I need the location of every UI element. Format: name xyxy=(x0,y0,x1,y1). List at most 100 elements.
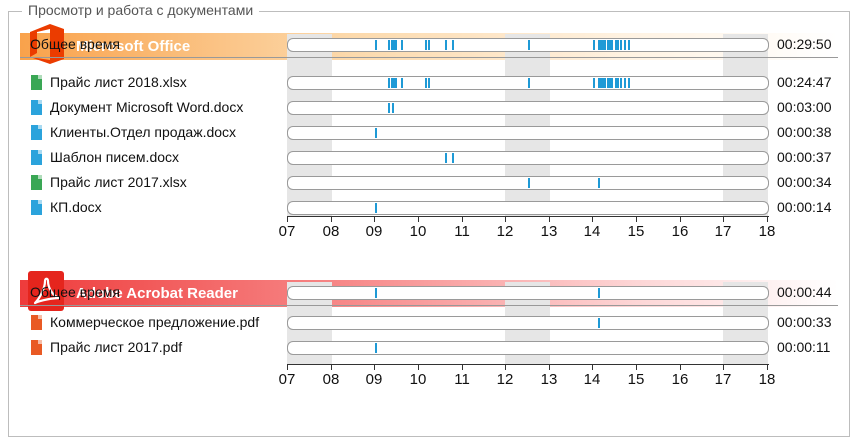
file-row[interactable]: КП.docx 00:00:14 xyxy=(20,198,838,218)
xlsx-file-icon xyxy=(31,175,42,190)
activity-mark xyxy=(375,343,377,353)
activity-mark xyxy=(598,40,600,50)
axis-tick xyxy=(331,216,332,222)
axis-tick xyxy=(723,216,724,222)
activity-mark xyxy=(395,40,397,50)
activity-mark xyxy=(624,78,626,88)
pdf-file-icon xyxy=(31,315,42,330)
file-name: Шаблон писем.docx xyxy=(50,149,180,165)
axis-line xyxy=(287,216,769,217)
activity-timeline xyxy=(287,201,769,215)
activity-mark xyxy=(615,78,617,88)
axis-tick xyxy=(592,364,593,370)
activity-mark xyxy=(428,40,430,50)
activity-mark xyxy=(452,40,454,50)
axis-tick xyxy=(418,364,419,370)
office-logo-icon xyxy=(26,23,66,65)
axis-hour-label: 17 xyxy=(714,371,732,388)
activity-mark xyxy=(624,40,626,50)
activity-timeline xyxy=(287,126,769,140)
axis-hour-label: 07 xyxy=(278,223,296,240)
activity-mark xyxy=(598,178,600,188)
activity-mark xyxy=(375,128,377,138)
file-time: 00:00:14 xyxy=(777,199,832,215)
file-name: Прайс лист 2018.xlsx xyxy=(50,74,187,90)
docx-file-icon xyxy=(31,100,42,115)
app-title: Adobe Acrobat Reader xyxy=(76,285,238,302)
activity-mark xyxy=(395,78,397,88)
axis-tick xyxy=(462,216,463,222)
axis-tick xyxy=(331,364,332,370)
activity-timeline xyxy=(287,76,769,90)
axis-hour-label: 13 xyxy=(540,223,558,240)
axis-tick xyxy=(549,364,550,370)
separator xyxy=(20,305,838,306)
file-row[interactable]: Прайс лист 2017.pdf 00:00:11 xyxy=(20,338,838,358)
activity-timeline xyxy=(287,341,769,355)
activity-mark xyxy=(375,40,377,50)
file-name: Прайс лист 2017.xlsx xyxy=(50,174,187,190)
file-row[interactable]: Прайс лист 2018.xlsx 00:24:47 xyxy=(20,73,838,93)
activity-mark xyxy=(604,78,606,88)
axis-hour-label: 09 xyxy=(365,371,383,388)
acrobat-logo-icon xyxy=(26,270,66,312)
activity-mark xyxy=(609,78,611,88)
axis-tick xyxy=(462,364,463,370)
activity-timeline xyxy=(287,38,769,52)
activity-timeline xyxy=(287,286,769,300)
app-title: Microsoft Office xyxy=(76,38,191,55)
axis-tick xyxy=(680,364,681,370)
axis-tick xyxy=(636,364,637,370)
docx-file-icon xyxy=(31,125,42,140)
file-row[interactable]: Прайс лист 2017.xlsx 00:00:34 xyxy=(20,173,838,193)
activity-mark xyxy=(528,178,530,188)
axis-hour-label: 18 xyxy=(758,223,776,240)
axis-tick xyxy=(374,364,375,370)
activity-timeline xyxy=(287,101,769,115)
axis-tick xyxy=(636,216,637,222)
activity-mark xyxy=(611,40,613,50)
activity-mark xyxy=(611,78,613,88)
axis-tick xyxy=(418,216,419,222)
file-row[interactable]: Клиенты.Отдел продаж.docx 00:00:38 xyxy=(20,123,838,143)
axis-hour-label: 10 xyxy=(409,371,427,388)
activity-mark xyxy=(428,78,430,88)
xlsx-file-icon xyxy=(31,75,42,90)
activity-mark xyxy=(452,153,454,163)
axis-hour-label: 17 xyxy=(714,223,732,240)
axis-hour-label: 07 xyxy=(278,371,296,388)
file-row[interactable]: Коммерческое предложение.pdf 00:00:33 xyxy=(20,313,838,333)
file-time: 00:00:34 xyxy=(777,174,832,190)
activity-mark xyxy=(388,103,390,113)
total-time-value: 00:00:44 xyxy=(777,284,832,300)
axis-hour-label: 12 xyxy=(496,371,514,388)
axis-tick xyxy=(505,216,506,222)
activity-mark xyxy=(617,40,619,50)
documents-panel xyxy=(8,11,850,437)
axis-hour-label: 18 xyxy=(758,371,776,388)
activity-mark xyxy=(445,40,447,50)
activity-mark xyxy=(617,78,619,88)
file-row[interactable]: Шаблон писем.docx 00:00:37 xyxy=(20,148,838,168)
activity-mark xyxy=(604,40,606,50)
axis-hour-label: 11 xyxy=(454,223,470,240)
file-row[interactable]: Документ Microsoft Word.docx 00:03:00 xyxy=(20,98,838,118)
axis-hour-label: 15 xyxy=(627,223,645,240)
activity-mark xyxy=(375,203,377,213)
activity-mark xyxy=(392,103,394,113)
activity-mark xyxy=(598,288,600,298)
activity-mark xyxy=(602,40,604,50)
axis-tick xyxy=(374,216,375,222)
activity-mark xyxy=(602,78,604,88)
time-axis: 07 08 09 10 11 12 13 14 15 16 17 18 xyxy=(279,216,775,240)
axis-hour-label: 09 xyxy=(365,223,383,240)
time-axis: 07 08 09 10 11 12 13 14 15 16 17 18 xyxy=(279,364,775,388)
activity-mark xyxy=(607,40,609,50)
activity-timeline xyxy=(287,176,769,190)
pdf-file-icon xyxy=(31,340,42,355)
separator xyxy=(20,57,838,58)
axis-hour-label: 10 xyxy=(409,223,427,240)
activity-mark xyxy=(620,40,622,50)
activity-mark xyxy=(401,40,403,50)
activity-mark xyxy=(598,78,600,88)
